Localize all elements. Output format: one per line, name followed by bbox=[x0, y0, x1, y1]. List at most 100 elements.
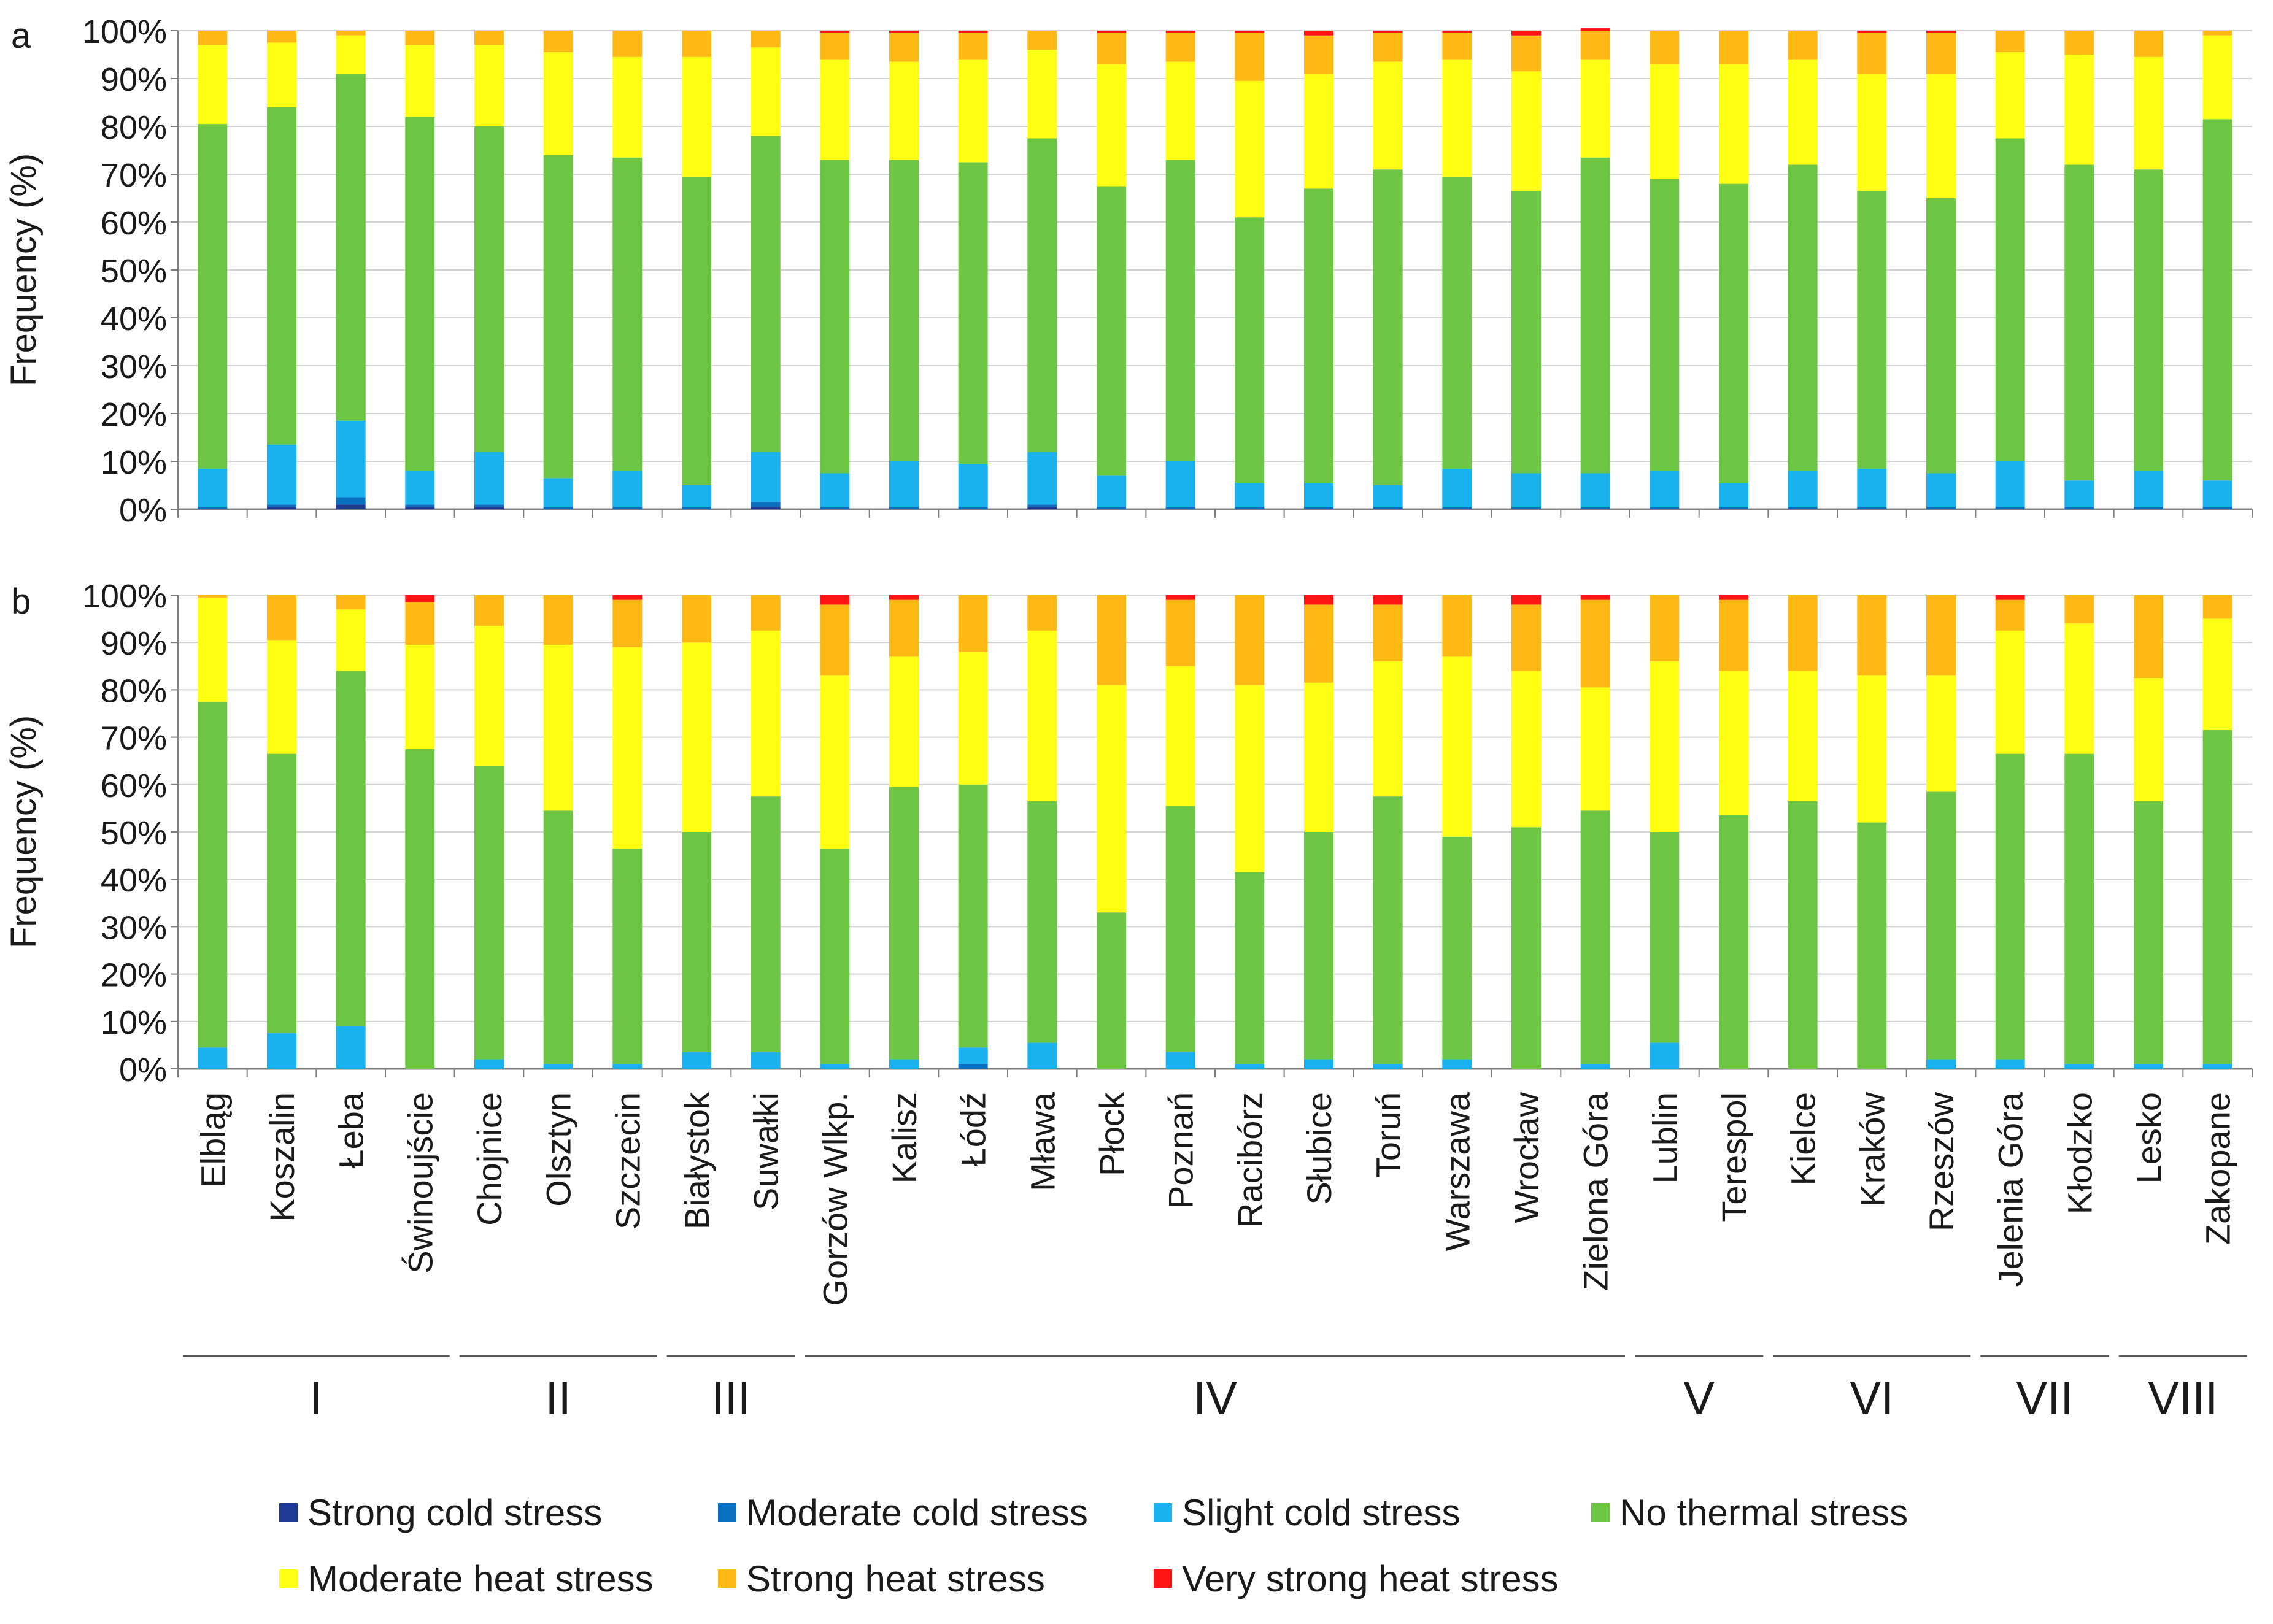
bar-segment-b-zakopane-slight-cold-stress bbox=[2202, 1064, 2232, 1069]
bar-segment-b-klodzko-no-thermal-stress bbox=[2064, 753, 2094, 1064]
bar-segment-a-bialystok-strong-heat-stress bbox=[682, 31, 711, 57]
bar-segment-b-szczecin-slight-cold-stress bbox=[612, 1064, 643, 1069]
y-tick-label-b-30: 30% bbox=[101, 909, 167, 946]
y-tick-label-a-90: 90% bbox=[101, 61, 167, 98]
bar-segment-a-jelenia-gora-moderate-cold-stress bbox=[1995, 507, 2025, 509]
bar-segment-a-zielona-gora-moderate-heat-stress bbox=[1580, 59, 1610, 158]
bar-segment-b-bialystok-moderate-heat-stress bbox=[682, 642, 711, 832]
bar-segment-a-slubice-no-thermal-stress bbox=[1304, 188, 1333, 483]
bar-segment-a-mlawa-moderate-heat-stress bbox=[1027, 50, 1057, 139]
bar-segment-a-lodz-strong-heat-stress bbox=[958, 33, 988, 60]
bar-segment-b-kalisz-strong-heat-stress bbox=[889, 599, 919, 657]
y-tick-label-a-80: 80% bbox=[101, 109, 167, 146]
bar-segment-a-kielce-moderate-cold-stress bbox=[1788, 507, 1818, 509]
bar-segment-a-suwalki-moderate-cold-stress bbox=[751, 502, 781, 507]
region-label-iii: III bbox=[712, 1372, 751, 1425]
bar-segment-a-plock-very-strong-heat-stress bbox=[1097, 31, 1126, 33]
bar-segment-a-lesko-slight-cold-stress bbox=[2134, 471, 2163, 507]
bar-segment-a-szczecin-slight-cold-stress bbox=[612, 471, 643, 507]
bar-segment-a-suwalki-moderate-heat-stress bbox=[751, 47, 781, 136]
category-label-leba: Łeba bbox=[332, 1091, 371, 1168]
bar-segment-a-suwalki-strong-cold-stress bbox=[751, 507, 781, 509]
bar-segment-a-poznan-strong-heat-stress bbox=[1165, 33, 1195, 62]
bar-segment-b-slubice-slight-cold-stress bbox=[1304, 1059, 1333, 1069]
bar-segment-a-raciborz-very-strong-heat-stress bbox=[1235, 31, 1265, 33]
y-axis-title-a: Frequency (%) bbox=[4, 153, 44, 387]
region-label-ii: II bbox=[546, 1372, 571, 1425]
bar-segment-b-poznan-very-strong-heat-stress bbox=[1165, 595, 1195, 600]
bar-segment-a-lodz-moderate-cold-stress bbox=[958, 507, 988, 509]
bar-segment-a-rzeszow-moderate-cold-stress bbox=[1926, 507, 1956, 509]
bar-segment-a-krakow-very-strong-heat-stress bbox=[1857, 31, 1887, 33]
bar-segment-a-slubice-slight-cold-stress bbox=[1304, 483, 1333, 507]
bar-segment-a-slubice-moderate-heat-stress bbox=[1304, 74, 1333, 189]
bar-segment-a-lesko-strong-heat-stress bbox=[2134, 31, 2163, 57]
y-tick-label-b-80: 80% bbox=[101, 672, 167, 709]
bar-segment-b-zakopane-strong-heat-stress bbox=[2202, 595, 2232, 619]
bar-segment-a-zielona-gora-no-thermal-stress bbox=[1580, 157, 1610, 474]
bar-segment-b-lublin-strong-heat-stress bbox=[1650, 595, 1680, 662]
bar-segment-a-terespol-strong-heat-stress bbox=[1719, 31, 1748, 64]
bar-segment-a-leba-strong-heat-stress bbox=[336, 31, 366, 36]
legend-swatch-no-thermal bbox=[1591, 1503, 1610, 1522]
category-label-bialystok: Białystok bbox=[677, 1091, 716, 1230]
bar-segment-a-kielce-slight-cold-stress bbox=[1788, 471, 1818, 507]
region-label-v: V bbox=[1683, 1372, 1715, 1425]
bar-segment-a-olsztyn-moderate-heat-stress bbox=[543, 52, 573, 155]
bar-segment-b-elblag-no-thermal-stress bbox=[198, 701, 228, 1048]
bar-segment-a-lublin-moderate-cold-stress bbox=[1650, 507, 1680, 509]
bar-segment-a-torun-moderate-cold-stress bbox=[1373, 507, 1403, 509]
bar-segment-b-leba-no-thermal-stress bbox=[336, 671, 366, 1026]
bar-segment-a-gorzow-wlkp-slight-cold-stress bbox=[820, 473, 850, 507]
bar-segment-b-swinoujscie-moderate-heat-stress bbox=[405, 645, 435, 749]
y-tick-label-a-60: 60% bbox=[101, 205, 167, 242]
bar-segment-a-terespol-no-thermal-stress bbox=[1719, 183, 1748, 483]
bar-segment-a-mlawa-strong-cold-stress bbox=[1027, 507, 1057, 509]
bar-segment-b-raciborz-strong-heat-stress bbox=[1235, 595, 1265, 685]
bar-segment-a-chojnice-strong-cold-stress bbox=[474, 507, 504, 509]
bar-segment-b-poznan-moderate-heat-stress bbox=[1165, 666, 1195, 806]
category-label-wroclaw: Wrocław bbox=[1507, 1091, 1546, 1223]
bar-segment-a-lesko-moderate-cold-stress bbox=[2134, 507, 2163, 509]
bar-segment-a-poznan-no-thermal-stress bbox=[1165, 160, 1195, 461]
bar-segment-a-suwalki-no-thermal-stress bbox=[751, 136, 781, 452]
bar-segment-b-klodzko-moderate-heat-stress bbox=[2064, 623, 2094, 754]
legend-item-very-strong-heat: Very strong heat stress bbox=[1154, 1554, 1559, 1603]
bar-segment-a-rzeszow-no-thermal-stress bbox=[1926, 198, 1956, 474]
legend-swatch-moderate-cold bbox=[718, 1503, 736, 1522]
panel-label-b: b bbox=[11, 582, 31, 622]
bar-segment-b-lesko-moderate-heat-stress bbox=[2134, 678, 2163, 801]
bar-segment-a-raciborz-moderate-heat-stress bbox=[1235, 80, 1265, 218]
bar-segment-b-szczecin-moderate-heat-stress bbox=[612, 647, 643, 849]
bar-segment-b-warszawa-no-thermal-stress bbox=[1442, 836, 1472, 1060]
bar-segment-a-lesko-no-thermal-stress bbox=[2134, 169, 2163, 471]
bar-segment-a-gorzow-wlkp-moderate-heat-stress bbox=[820, 59, 850, 160]
bar-segment-a-swinoujscie-strong-cold-stress bbox=[405, 507, 435, 509]
bar-segment-a-mlawa-moderate-cold-stress bbox=[1027, 504, 1057, 507]
bar-segment-a-suwalki-strong-heat-stress bbox=[751, 31, 781, 48]
bar-segment-b-rzeszow-no-thermal-stress bbox=[1926, 791, 1956, 1060]
bar-segment-a-warszawa-strong-heat-stress bbox=[1442, 33, 1472, 60]
category-label-warszawa: Warszawa bbox=[1438, 1091, 1476, 1251]
bar-segment-a-leba-strong-cold-stress bbox=[336, 504, 366, 509]
bar-segment-b-plock-no-thermal-stress bbox=[1097, 912, 1126, 1069]
y-axis-title-b: Frequency (%) bbox=[4, 715, 44, 949]
category-label-olsztyn: Olsztyn bbox=[539, 1092, 578, 1207]
y-tick-label-a-10: 10% bbox=[101, 444, 167, 481]
bar-segment-a-chojnice-moderate-cold-stress bbox=[474, 504, 504, 507]
bar-segment-b-suwalki-moderate-heat-stress bbox=[751, 630, 781, 797]
bar-segment-b-gorzow-wlkp-no-thermal-stress bbox=[820, 849, 850, 1064]
bar-segment-b-krakow-moderate-heat-stress bbox=[1857, 675, 1887, 823]
bar-segment-a-leba-slight-cold-stress bbox=[336, 420, 366, 498]
bar-segment-a-poznan-moderate-heat-stress bbox=[1165, 61, 1195, 160]
legend-item-moderate-cold: Moderate cold stress bbox=[718, 1488, 1088, 1537]
bar-segment-a-kalisz-no-thermal-stress bbox=[889, 160, 919, 461]
bar-segment-b-szczecin-strong-heat-stress bbox=[612, 599, 643, 647]
category-label-poznan: Poznań bbox=[1162, 1092, 1200, 1209]
bar-segment-b-plock-moderate-heat-stress bbox=[1097, 685, 1126, 913]
bar-segment-a-kalisz-moderate-heat-stress bbox=[889, 61, 919, 160]
bar-segment-a-terespol-moderate-heat-stress bbox=[1719, 64, 1748, 184]
legend-swatch-strong-heat bbox=[718, 1569, 736, 1588]
bar-segment-a-raciborz-slight-cold-stress bbox=[1235, 483, 1265, 507]
